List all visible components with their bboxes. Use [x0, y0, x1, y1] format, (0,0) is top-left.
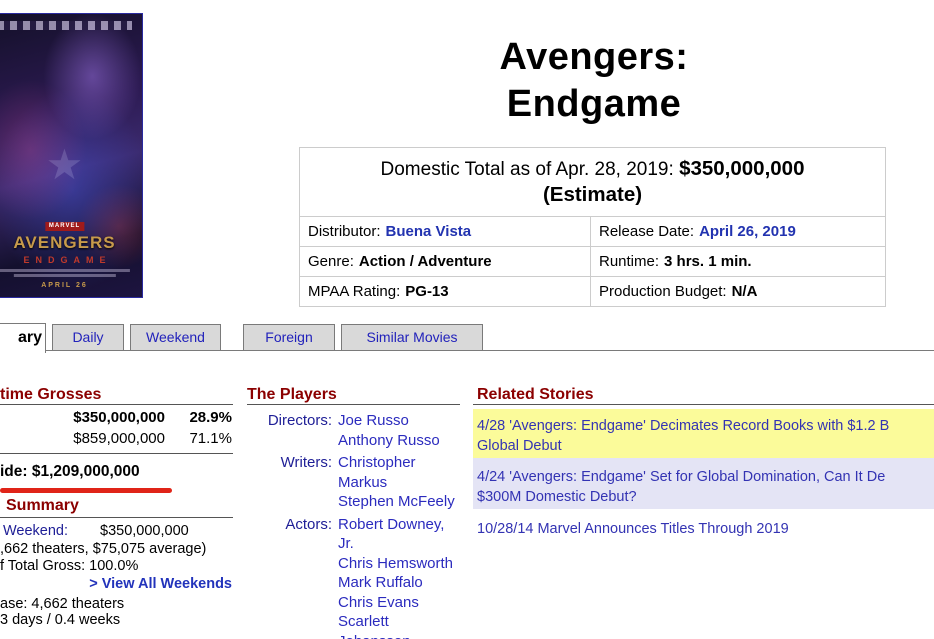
actor-link[interactable]: Chris Hemsworth — [338, 554, 454, 572]
actor-link[interactable]: Robert Downey, — [338, 515, 445, 533]
actor-link[interactable]: Chris Evans — [338, 593, 419, 611]
poster-credits-line — [0, 269, 130, 272]
directors-label: Directors: — [267, 412, 332, 429]
widest-release-line: ase: 4,662 theaters — [0, 596, 125, 612]
story-line: Global Debut — [477, 438, 562, 454]
poster-credits-line — [13, 274, 116, 277]
writer-link[interactable]: Markus — [338, 473, 388, 491]
opening-weekend-value: $350,000,000 — [100, 523, 189, 539]
actor-link[interactable]: Johansson — [338, 632, 470, 639]
domestic-total-label: Domestic Total as of Apr. 28, 2019: — [380, 159, 674, 180]
actors-group: Actors: Robert Downey, Jr. Chris Hemswor… — [240, 515, 470, 639]
lifetime-grosses-heading: time Grosses — [0, 386, 102, 403]
view-all-weekends-link[interactable]: > View All Weekends — [89, 576, 232, 592]
page-title-line1: Avengers: — [499, 36, 689, 78]
runtime-value: 3 hrs. 1 min. — [664, 253, 752, 270]
divider — [247, 404, 460, 405]
domestic-gross-value: $350,000,000 — [73, 409, 165, 426]
poster-cast-thumbnails — [0, 21, 132, 30]
related-stories-heading: Related Stories — [477, 386, 594, 403]
related-story-link[interactable]: 4/28 'Avengers: Endgame' Decimates Recor… — [473, 409, 934, 458]
info-row-mpaa-budget: MPAA Rating: PG-13 Production Budget: N/… — [300, 277, 885, 306]
poster-title-text: AVENGERS — [13, 233, 116, 252]
story-line: 10/28/14 Marvel Announces Titles Through… — [477, 521, 789, 537]
players-list: Directors: Joe Russo Anthony Russo Write… — [240, 411, 470, 639]
related-story-link[interactable]: 4/24 'Avengers: Endgame' Set for Global … — [473, 458, 934, 509]
actor-link[interactable]: Mark Ruffalo — [338, 574, 423, 591]
director-link[interactable]: Anthony Russo — [338, 431, 440, 449]
genre-value: Action / Adventure — [358, 253, 492, 270]
story-line: 4/28 'Avengers: Endgame' Decimates Recor… — [477, 418, 890, 434]
story-line: $300M Domestic Debut? — [477, 489, 637, 505]
poster-subtitle-text: ENDGAME — [23, 255, 112, 265]
opening-weekend-row: Weekend: $350,000,000 — [3, 523, 189, 539]
release-date-label: Release Date: — [599, 223, 695, 240]
divider — [0, 517, 233, 518]
writers-group: Writers: Christopher Markus Stephen McFe… — [240, 453, 470, 512]
distributor-label: Distributor: — [308, 223, 381, 240]
opening-weekend-label: Weekend: — [3, 523, 69, 539]
tab-similar-movies[interactable]: Similar Movies — [341, 324, 483, 351]
pct-of-total-gross-line: f Total Gross: 100.0% — [0, 558, 139, 574]
tab-weekend[interactable]: Weekend — [130, 324, 221, 351]
production-budget-value: N/A — [731, 283, 758, 300]
tab-foreign[interactable]: Foreign — [243, 324, 335, 351]
release-date-link[interactable]: April 26, 2019 — [699, 223, 796, 240]
movie-poster: ★ MARVEL AVENGERS ENDGAME APRIL 26 — [0, 13, 143, 298]
domestic-gross-pct: 28.9% — [189, 409, 232, 426]
in-release-line: 3 days / 0.4 weeks — [0, 612, 121, 628]
poster-marvel-logo: MARVEL — [44, 222, 85, 231]
domestic-total-note: (Estimate) — [542, 183, 643, 206]
writer-link[interactable]: Christopher — [338, 454, 416, 471]
foreign-gross-value: $859,000,000 — [73, 430, 165, 447]
related-story-link[interactable]: 10/28/14 Marvel Announces Titles Through… — [473, 509, 934, 539]
divider — [473, 404, 934, 405]
actors-label: Actors: — [285, 515, 332, 533]
weekend-summary-heading: Summary — [6, 497, 79, 514]
divider — [0, 404, 233, 405]
director-link[interactable]: Joe Russo — [338, 412, 409, 429]
theaters-average-line: ,662 theaters, $75,075 average) — [0, 541, 207, 557]
divider — [0, 453, 233, 454]
info-row-genre-runtime: Genre: Action / Adventure Runtime: 3 hrs… — [300, 247, 885, 277]
directors-group: Directors: Joe Russo Anthony Russo — [240, 411, 470, 450]
page-title: Avengers: Endgame — [300, 34, 888, 128]
page-title-line2: Endgame — [506, 83, 682, 125]
mpaa-rating-label: MPAA Rating: — [308, 283, 401, 300]
info-row-distributor-release: Distributor: Buena Vista Release Date: A… — [300, 217, 885, 247]
tab-daily[interactable]: Daily — [52, 324, 124, 351]
actor-link[interactable]: Jr. — [338, 535, 354, 552]
poster-release-date: APRIL 26 — [41, 282, 88, 289]
distributor-link[interactable]: Buena Vista — [385, 223, 472, 240]
writers-label: Writers: — [280, 454, 332, 471]
mpaa-rating-value: PG-13 — [405, 283, 449, 300]
domestic-total-value: $350,000,000 — [679, 157, 805, 180]
production-budget-label: Production Budget: — [599, 283, 727, 300]
genre-label: Genre: — [308, 253, 354, 270]
story-line: 4/24 'Avengers: Endgame' Set for Global … — [477, 469, 886, 485]
actor-link[interactable]: Scarlett — [338, 613, 389, 630]
poster-shield-star-icon: ★ — [45, 141, 84, 189]
tabs-divider-line — [46, 350, 934, 351]
domestic-total-row: Domestic Total as of Apr. 28, 2019: $350… — [300, 148, 885, 217]
players-heading: The Players — [247, 386, 337, 403]
movie-info-table: Domestic Total as of Apr. 28, 2019: $350… — [299, 147, 886, 307]
foreign-gross-pct: 71.1% — [189, 430, 232, 447]
red-underline-annotation — [0, 488, 172, 493]
tab-summary-active[interactable]: ary — [0, 323, 46, 353]
runtime-label: Runtime: — [599, 253, 660, 270]
worldwide-gross-value: ide: $1,209,000,000 — [0, 463, 140, 480]
writer-link[interactable]: Stephen McFeely — [338, 493, 455, 510]
